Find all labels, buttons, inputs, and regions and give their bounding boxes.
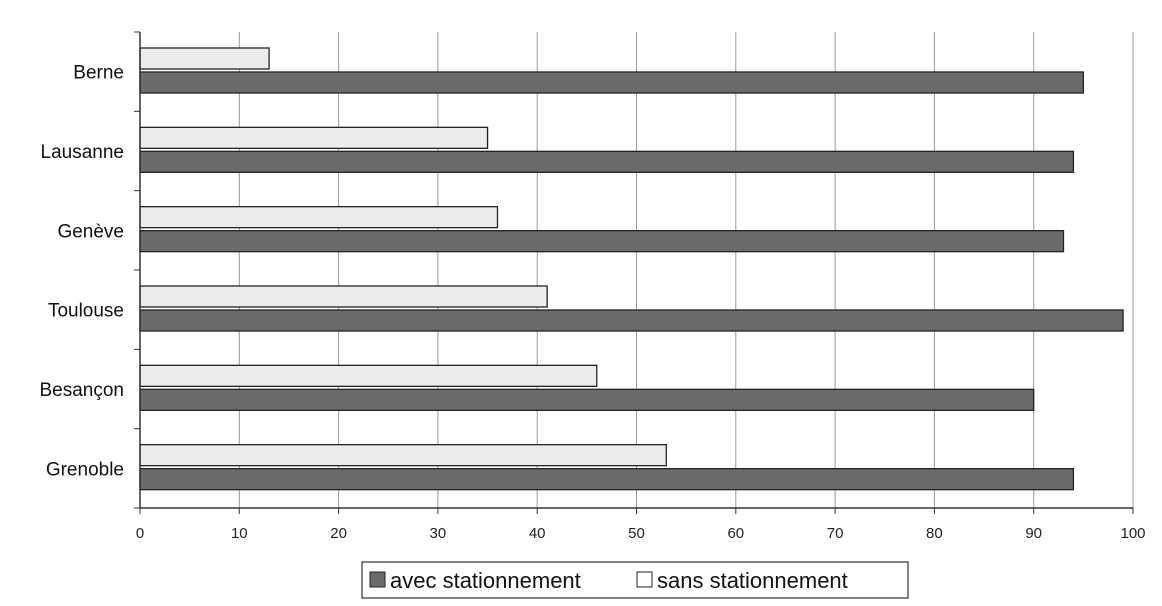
- bar-avec-stationnement: [139, 230, 1065, 253]
- x-tick-label: 40: [529, 525, 546, 542]
- x-tick-label: 10: [231, 525, 248, 542]
- x-tick-label: 0: [136, 525, 144, 542]
- bar-sans-stationnement: [139, 47, 270, 70]
- category-label: Genève: [57, 221, 124, 242]
- bar-avec-stationnement: [139, 150, 1075, 173]
- legend: avec stationnement sans stationnement: [361, 561, 909, 599]
- legend-label-sans: sans stationnement: [657, 568, 848, 593]
- x-tick-label: 90: [1025, 525, 1042, 542]
- legend-swatch-avec: [369, 571, 386, 588]
- x-tick-label: 70: [827, 525, 844, 542]
- legend-swatch-sans: [636, 571, 653, 588]
- category-label: Berne: [73, 63, 124, 84]
- bar-sans-stationnement: [139, 364, 598, 387]
- axes: [134, 31, 1134, 514]
- x-tick-label: 20: [330, 525, 347, 542]
- category-label: Lausanne: [41, 142, 124, 163]
- category-labels: Berne Lausanne Genève Toulouse Besançon Greno…: [39, 63, 124, 481]
- grid-lines: [238, 32, 1134, 508]
- x-tick-label: 80: [926, 525, 943, 542]
- bar-sans-stationnement: [139, 206, 499, 229]
- x-tick-label: 60: [727, 525, 744, 542]
- bar-avec-stationnement: [139, 309, 1124, 332]
- bar-sans-stationnement: [139, 444, 667, 467]
- legend-box: [361, 561, 909, 599]
- category-label: Toulouse: [48, 301, 124, 322]
- tick-labels: 0 10 20 30 40 50 60 70 80 90 100: [136, 525, 1146, 542]
- x-tick-label: 100: [1120, 525, 1145, 542]
- x-tick-label: 50: [628, 525, 645, 542]
- bar-sans-stationnement: [139, 126, 489, 149]
- bars: [139, 47, 1124, 491]
- category-label: Besançon: [39, 380, 124, 401]
- bar-avec-stationnement: [139, 468, 1075, 491]
- bar-sans-stationnement: [139, 285, 548, 308]
- x-tick-label: 30: [430, 525, 447, 542]
- legend-label-avec: avec stationnement: [390, 568, 581, 593]
- bar-avec-stationnement: [139, 71, 1084, 94]
- bar-avec-stationnement: [139, 388, 1035, 411]
- category-label: Grenoble: [46, 459, 124, 480]
